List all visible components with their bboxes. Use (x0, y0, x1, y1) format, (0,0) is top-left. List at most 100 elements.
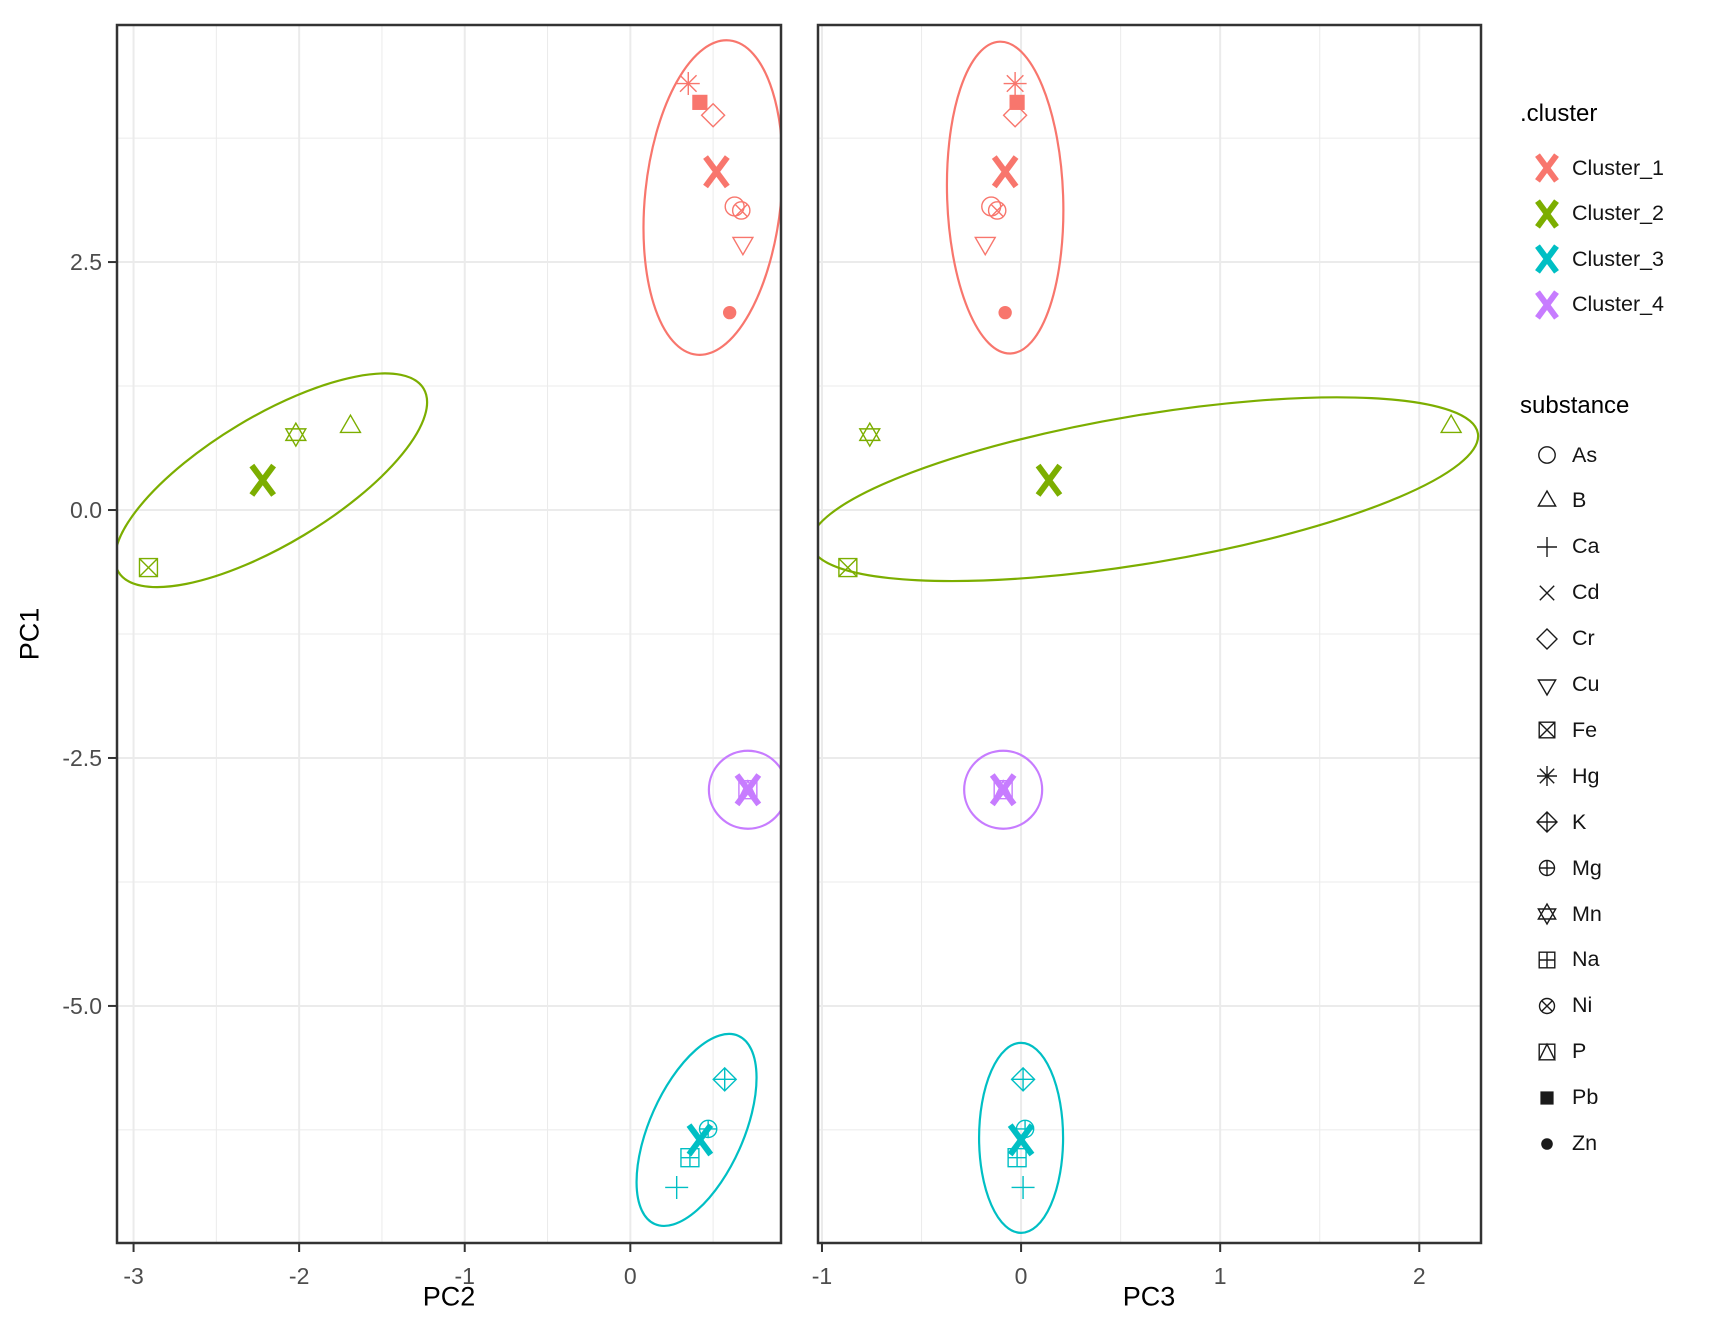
point-Cluster_2-B-right (1439, 413, 1463, 434)
legend-item-cluster_4-key (1535, 289, 1559, 320)
point-Cluster_1-Pb-left (692, 94, 708, 110)
legend-item-substance-mn-label: Mn (1572, 901, 1602, 926)
Mg-shape-icon (1538, 859, 1556, 877)
Cu-shape-icon (1537, 678, 1557, 696)
legend-item-substance-fe-label: Fe (1572, 717, 1598, 742)
ellipse-Cluster_3-right (977, 1041, 1065, 1234)
centroid-Cluster_4-left (734, 773, 762, 807)
Cluster_2-swatch-icon (1535, 198, 1559, 229)
Ni-shape-icon (1538, 997, 1556, 1014)
legend-item-substance-k: K (1528, 805, 1586, 839)
legend-item-substance-zn-label: Zn (1572, 1131, 1598, 1155)
legend-substance-title: substance (1520, 392, 1630, 419)
centroid-Cluster_4-right (989, 773, 1017, 807)
point-Cluster_1-Cu-left (731, 236, 755, 257)
legend-item-substance-zn-key (1541, 1137, 1553, 1150)
legend-item-cluster_1-label: Cluster_1 (1572, 155, 1665, 180)
legend-item-cluster_4: Cluster_4 (1528, 288, 1664, 322)
x-tick-label: -1 (455, 1263, 475, 1289)
legend-item-substance-cd-label: Cd (1572, 580, 1600, 605)
x-tick-label: -2 (289, 1263, 309, 1289)
legend-item-substance-cd-key (1539, 584, 1555, 601)
legend-item-substance-hg-key (1537, 766, 1557, 787)
legend-item-substance-cr: Cr (1528, 622, 1595, 656)
point-Cluster_2-B-left (339, 413, 362, 434)
point-Cluster_1-Zn-right (998, 305, 1012, 320)
Cluster_1-swatch-icon (1535, 153, 1559, 183)
y-tick-label: -2.5 (62, 745, 102, 771)
panel-right: -1 0 1 2 (812, 23, 1483, 1289)
legend-item-substance-hg-label: Hg (1572, 763, 1600, 788)
x-tick-label: 1 (1214, 1263, 1227, 1289)
left-panel-border (115, 23, 783, 1245)
Ca-shape-icon (1537, 536, 1557, 557)
point-Cluster_1-Cr-left (700, 102, 726, 128)
legend-item-substance-ni-key (1538, 997, 1556, 1014)
ellipse-Cluster_4-left (707, 749, 781, 830)
Cd-shape-icon (1539, 584, 1555, 601)
legend-item-substance-mn: Mn (1528, 897, 1602, 931)
legend-item-substance-mn-key (1537, 902, 1557, 926)
y-tick-label: 2.5 (70, 249, 102, 275)
centroid-Cluster_1-right (991, 155, 1019, 189)
left-panel-gridlines (117, 25, 781, 1243)
point-Cluster_1-Hg-right (1003, 72, 1027, 96)
centroid-Cluster_1-left (703, 155, 730, 189)
centroid-Cluster_2-left (249, 463, 277, 497)
legend-item-substance-ca: Ca (1528, 530, 1599, 564)
point-Cluster_1-Cu-right (974, 236, 997, 257)
legend-item-substance-p-label: P (1572, 1039, 1587, 1064)
Hg-shape-icon (1537, 766, 1557, 787)
right-panel-gridlines (818, 25, 1481, 1243)
legend-item-substance-b-key (1537, 489, 1557, 507)
legend-item-cluster_1: Cluster_1 (1528, 151, 1664, 185)
point-Cluster_3-Na-right (1007, 1148, 1027, 1168)
As-shape-icon (1538, 446, 1556, 464)
legend-item-substance-na-key (1538, 951, 1556, 969)
point-Cluster_2-Mn-right (858, 421, 881, 448)
x-tick-label: 2 (1413, 1263, 1426, 1289)
legend-item-substance-cu-key (1537, 678, 1557, 696)
point-Cluster_2-Fe-left (138, 557, 159, 578)
legend-item-cluster_4-label: Cluster_4 (1572, 292, 1665, 316)
point-Cluster_1-Cr-right (1002, 102, 1028, 128)
legend-item-substance-cu: Cu (1528, 668, 1599, 702)
y-tick-label: -5.0 (62, 993, 102, 1019)
point-Cluster_3-Ca-right (1011, 1175, 1035, 1199)
legend-item-substance-mg: Mg (1528, 851, 1602, 885)
legend-item-substance-fe-key (1538, 721, 1556, 739)
legend-item-substance-as-label: As (1572, 442, 1598, 467)
legend-item-substance-ni-label: Ni (1572, 993, 1593, 1018)
x-tick-label: 0 (1015, 1263, 1028, 1289)
legend-item-substance-ca-key (1537, 536, 1557, 557)
ellipse-Cluster_2-left (117, 372, 429, 589)
legend-item-substance-mg-label: Mg (1572, 855, 1602, 880)
panel-left: -3 -2 -1 0 2.5 0.0 -2.5 -5.0 (62, 23, 783, 1289)
legend-item-substance-cd: Cd (1528, 576, 1599, 610)
point-Cluster_1-Zn-left (722, 305, 737, 320)
right-panel-ticks (820, 1243, 1421, 1252)
x-tick-label: -1 (812, 1263, 832, 1289)
point-Cluster_3-Ca-left (665, 1175, 689, 1199)
legend-item-cluster_3-key (1535, 244, 1559, 274)
legend-cluster-title: .cluster (1520, 100, 1598, 127)
y-axis-title: PC1 (14, 607, 45, 661)
legend-item-substance-ni: Ni (1528, 989, 1592, 1023)
Zn-shape-icon (1541, 1137, 1553, 1150)
x-tick-label: 0 (624, 1263, 637, 1289)
legend-item-cluster_3: Cluster_3 (1528, 242, 1664, 276)
point-Cluster_1-Ni-left (731, 201, 751, 220)
legend-item-substance-as-key (1538, 446, 1556, 464)
legend-item-substance-b: B (1528, 484, 1586, 518)
ellipse-Cluster_3-left (635, 1032, 758, 1228)
legend-item-substance-p: P (1528, 1035, 1586, 1069)
legend-item-substance-na-label: Na (1572, 947, 1600, 972)
legend-item-substance-b-label: B (1572, 488, 1587, 513)
legend-item-substance-mg-key (1538, 859, 1556, 877)
ellipse-Cluster_4-right (963, 749, 1044, 830)
legend-item-substance-cu-label: Cu (1572, 672, 1600, 696)
centroid-Cluster_2-right (1035, 463, 1063, 497)
legend-item-substance-p-key (1538, 1042, 1556, 1061)
point-Cluster_3-K-right (1010, 1066, 1036, 1092)
legend-item-cluster_2-label: Cluster_2 (1572, 201, 1665, 225)
